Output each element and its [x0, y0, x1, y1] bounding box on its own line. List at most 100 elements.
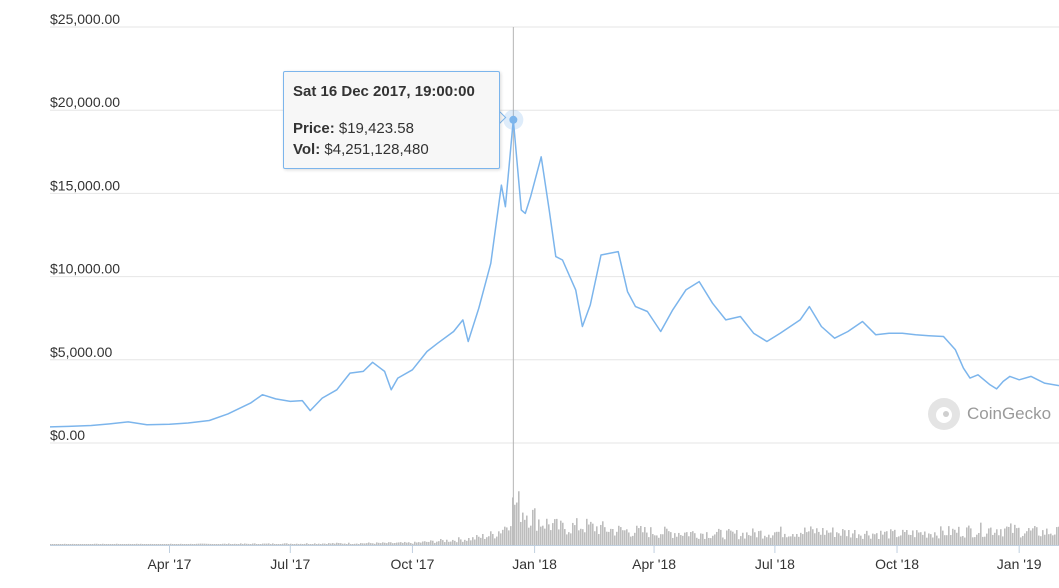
volume-bar: [422, 541, 424, 545]
volume-bar: [694, 533, 696, 545]
volume-bar: [346, 544, 348, 545]
volume-bar: [658, 537, 660, 545]
volume-bar: [496, 536, 498, 545]
volume-bar: [546, 518, 548, 545]
volume-bar: [832, 527, 834, 545]
volume-bar: [686, 532, 688, 545]
hover-marker: [503, 109, 524, 130]
volume-bar: [278, 544, 280, 545]
price-series[interactable]: [49, 119, 1059, 428]
volume-bar: [786, 537, 788, 545]
volume-bar: [930, 534, 932, 545]
volume-bar: [1016, 528, 1018, 545]
volume-bar: [492, 533, 494, 545]
volume-bar: [218, 544, 220, 545]
volume-bar: [660, 534, 662, 545]
volume-bar: [638, 528, 640, 545]
volume-bar: [512, 497, 514, 545]
volume-bar: [706, 532, 708, 545]
volume-bar: [382, 542, 384, 545]
volume-bar: [430, 540, 432, 545]
volume-bar: [342, 543, 344, 545]
volume-bar: [282, 543, 284, 545]
volume-bar: [70, 544, 72, 545]
volume-bar: [402, 542, 404, 545]
volume-bar: [140, 543, 142, 545]
volume-bar: [488, 536, 490, 545]
volume-bar: [872, 533, 874, 545]
volume-bar: [380, 543, 382, 545]
volume-bar: [468, 537, 470, 545]
volume-bar: [86, 544, 88, 545]
volume-bar: [416, 542, 418, 545]
volume-bar: [522, 512, 524, 545]
volume-bar: [1034, 526, 1036, 545]
volume-bar: [946, 535, 948, 545]
volume-bar: [466, 540, 468, 545]
volume-bar: [876, 533, 878, 545]
volume-bar: [286, 543, 288, 545]
volume-bar: [98, 544, 100, 545]
volume-bar: [474, 539, 476, 545]
volume-bar: [110, 544, 112, 545]
volume-bar: [446, 539, 448, 545]
volume-bar: [874, 534, 876, 545]
volume-bar: [784, 533, 786, 545]
volume-bar: [424, 541, 426, 545]
volume-bar: [138, 544, 140, 545]
volume-bar: [182, 544, 184, 545]
x-tick-label: Jul '18: [755, 556, 795, 572]
volume-bar: [540, 526, 542, 545]
volume-bar: [336, 542, 338, 545]
volume-bar: [964, 537, 966, 545]
volume-bar: [328, 543, 330, 545]
volume-bar: [900, 535, 902, 545]
volume-bar: [290, 543, 292, 545]
y-tick-label: $25,000.00: [50, 11, 120, 27]
volume-bar: [562, 522, 564, 545]
volume-bar: [58, 544, 60, 545]
volume-bar: [968, 525, 970, 545]
tooltip-vol-label: Vol:: [293, 141, 321, 158]
volume-bar: [976, 534, 978, 545]
volume-bar: [614, 535, 616, 545]
volume-bar: [538, 519, 540, 545]
volume-bar: [940, 526, 942, 545]
volume-bar: [980, 522, 982, 545]
volume-bar: [124, 544, 126, 545]
volume-bar: [668, 531, 670, 545]
volume-bar: [730, 530, 732, 545]
volume-bar: [840, 535, 842, 545]
volume-bar: [534, 508, 536, 545]
volume-bar: [836, 532, 838, 545]
volume-bar: [156, 544, 158, 545]
volume-bar: [68, 544, 70, 545]
x-tick-label: Oct '18: [875, 556, 919, 572]
volume-bar: [1054, 534, 1056, 545]
y-tick-label: $15,000.00: [50, 177, 120, 193]
volume-bar: [756, 537, 758, 545]
volume-bar: [716, 531, 718, 545]
volume-bar: [354, 543, 356, 545]
volume-bar: [698, 538, 700, 545]
volume-bar: [588, 524, 590, 545]
volume-bar: [350, 543, 352, 545]
volume-bar: [910, 534, 912, 545]
volume-bar: [396, 542, 398, 545]
volume-bar: [816, 528, 818, 545]
volume-bar: [800, 532, 802, 545]
volume-bar: [1052, 535, 1054, 545]
volume-bar: [506, 527, 508, 545]
volume-bar: [266, 543, 268, 545]
volume-bar: [220, 544, 222, 545]
volume-bar: [276, 544, 278, 545]
volume-bar: [84, 544, 86, 545]
volume-bar: [996, 529, 998, 545]
volume-bar: [482, 534, 484, 545]
volume-bar: [586, 518, 588, 545]
volume-bar: [882, 534, 884, 545]
volume-bar: [804, 527, 806, 545]
volume-bar: [926, 537, 928, 545]
volume-bar: [962, 535, 964, 545]
